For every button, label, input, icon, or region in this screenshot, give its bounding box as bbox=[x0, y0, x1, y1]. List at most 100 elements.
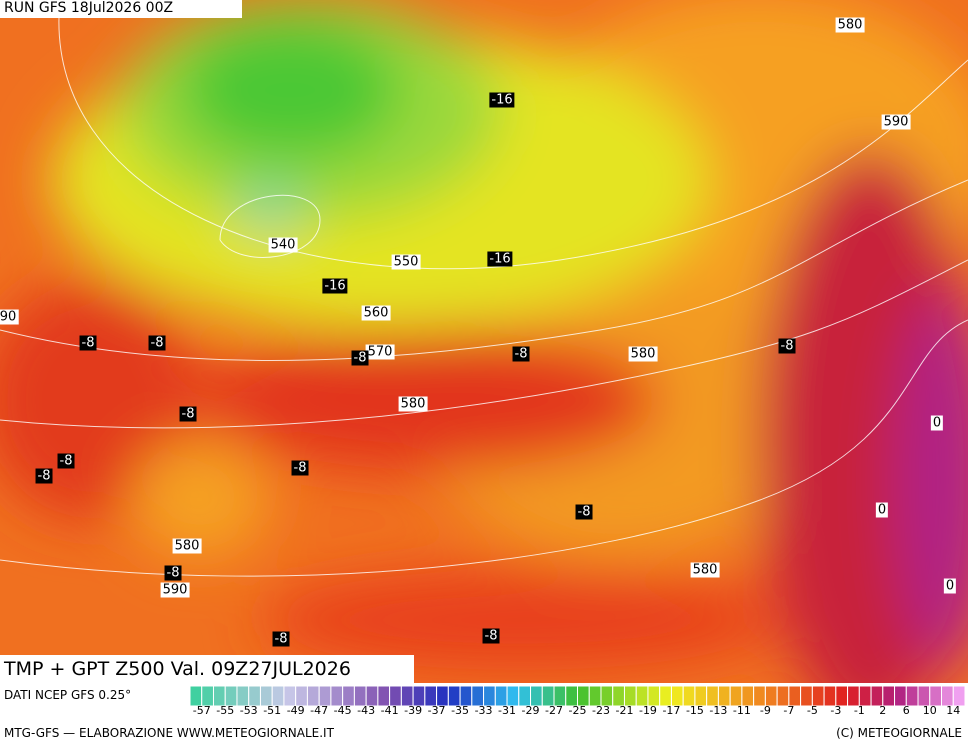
contour-label: -8 bbox=[291, 460, 309, 476]
colorbar-swatch bbox=[729, 686, 743, 707]
colorbar-label: -51 bbox=[263, 704, 281, 716]
run-label: RUN GFS 18Jul2026 00Z bbox=[0, 0, 242, 18]
contour-label: 580 bbox=[172, 538, 202, 554]
source: DATI NCEP GFS 0.25° bbox=[4, 688, 132, 702]
copyright: (C) METEOGIORNALE bbox=[836, 726, 962, 740]
colorbar-swatch bbox=[224, 686, 238, 707]
colorbar-label: -25 bbox=[569, 704, 587, 716]
colorbar-swatch bbox=[424, 686, 438, 707]
colorbar-swatch bbox=[694, 686, 708, 707]
contour-label: -16 bbox=[487, 251, 513, 267]
colorbar-label: -53 bbox=[240, 704, 258, 716]
colorbar-swatch bbox=[776, 686, 790, 707]
colorbar-label: -49 bbox=[287, 704, 305, 716]
colorbar-swatch bbox=[189, 686, 203, 707]
colorbar-swatch bbox=[858, 686, 872, 707]
colorbar-label: -29 bbox=[522, 704, 540, 716]
colorbar-label: -13 bbox=[709, 704, 727, 716]
colorbar-label: -9 bbox=[760, 704, 771, 716]
colorbar-label: -55 bbox=[216, 704, 234, 716]
contour-label: -8 bbox=[179, 406, 197, 422]
colorbar-swatch bbox=[577, 686, 590, 707]
contour-label: -8 bbox=[35, 468, 53, 484]
colorbar-swatch bbox=[318, 686, 332, 707]
colorbar-swatch bbox=[764, 686, 778, 707]
colorbar-swatch bbox=[412, 686, 426, 707]
colorbar-swatch bbox=[788, 686, 802, 707]
colorbar-swatch bbox=[647, 686, 661, 707]
colorbar-swatch bbox=[330, 686, 344, 707]
contour-label: 0 bbox=[943, 578, 957, 594]
colorbar-label: -39 bbox=[404, 704, 422, 716]
colorbar-label: -45 bbox=[334, 704, 352, 716]
colorbar-label: -5 bbox=[807, 704, 818, 716]
colorbar-swatch bbox=[682, 686, 696, 707]
colorbar-swatch bbox=[271, 686, 285, 707]
colorbar-swatch bbox=[811, 686, 825, 707]
colorbar-swatch bbox=[941, 686, 954, 707]
colorbar-swatch bbox=[753, 686, 766, 707]
colorbar-swatch bbox=[717, 686, 731, 707]
colorbar-label: -35 bbox=[451, 704, 469, 716]
contour-label: 570 bbox=[365, 344, 395, 360]
contour-label: 550 bbox=[391, 254, 421, 270]
colorbar-swatch bbox=[518, 686, 532, 707]
colorbar: -57 -55 -53 -51 -49 -47 -45 -43 -41 -39 -37 -35 -33-… bbox=[189, 686, 966, 716]
colorbar-label: -37 bbox=[428, 704, 446, 716]
colorbar-swatch bbox=[306, 686, 320, 707]
colorbar-swatch bbox=[894, 686, 907, 707]
colorbar-swatch bbox=[823, 686, 837, 707]
contour-label: -8 bbox=[778, 338, 796, 354]
colorbar-swatch bbox=[283, 686, 297, 707]
colorbar-swatch bbox=[870, 686, 884, 707]
colorbar-label: -7 bbox=[783, 704, 794, 716]
colorbar-label: -57 bbox=[193, 704, 211, 716]
colorbar-label: -17 bbox=[662, 704, 680, 716]
colorbar-swatch bbox=[342, 686, 355, 707]
colorbar-label: 14 bbox=[946, 704, 960, 716]
colorbar-swatch bbox=[353, 686, 367, 707]
colorbar-label: -27 bbox=[545, 704, 563, 716]
colorbar-swatch bbox=[212, 686, 226, 707]
contour-label: -8 bbox=[79, 335, 97, 351]
colorbar-label: 10 bbox=[923, 704, 937, 716]
colorbar-swatch bbox=[670, 686, 684, 707]
contour-label: -8 bbox=[57, 453, 75, 469]
colorbar-swatch bbox=[201, 686, 214, 707]
colorbar-swatch bbox=[635, 686, 649, 707]
colorbar-swatch bbox=[365, 686, 379, 707]
colorbar-swatch bbox=[400, 686, 414, 707]
contour-label: -16 bbox=[322, 278, 348, 294]
colorbar-label: -23 bbox=[592, 704, 610, 716]
colorbar-swatch bbox=[706, 686, 719, 707]
contour-label: 590 bbox=[881, 114, 911, 130]
colorbar-label: -31 bbox=[498, 704, 516, 716]
colorbar-label: -33 bbox=[475, 704, 493, 716]
colorbar-swatch bbox=[236, 686, 250, 707]
colorbar-label: -47 bbox=[310, 704, 328, 716]
colorbar-swatch bbox=[530, 686, 543, 707]
colorbar-swatch bbox=[741, 686, 755, 707]
contour-label: 0 bbox=[875, 502, 889, 518]
colorbar-swatch bbox=[882, 686, 896, 707]
colorbar-label: -15 bbox=[686, 704, 704, 716]
colorbar-swatch bbox=[623, 686, 637, 707]
colorbar-swatch bbox=[553, 686, 567, 707]
colorbar-swatch bbox=[248, 686, 261, 707]
contour-label: 90 bbox=[0, 309, 19, 325]
colorbar-swatch bbox=[659, 686, 672, 707]
contour-label: -8 bbox=[512, 346, 530, 362]
colorbar-label: -11 bbox=[733, 704, 751, 716]
contour-label: -8 bbox=[482, 628, 500, 644]
colorbar-label: -1 bbox=[854, 704, 865, 716]
colorbar-swatch bbox=[436, 686, 449, 707]
contour-label: -8 bbox=[148, 335, 166, 351]
contour-label: -16 bbox=[489, 92, 515, 108]
contour-label: 580 bbox=[398, 396, 428, 412]
contour-label: -8 bbox=[575, 504, 593, 520]
colorbar-swatch bbox=[929, 686, 943, 707]
colorbar-swatch bbox=[377, 686, 391, 707]
colorbar-swatch bbox=[800, 686, 813, 707]
colorbar-swatch bbox=[494, 686, 508, 707]
colorbar-swatch bbox=[565, 686, 578, 707]
